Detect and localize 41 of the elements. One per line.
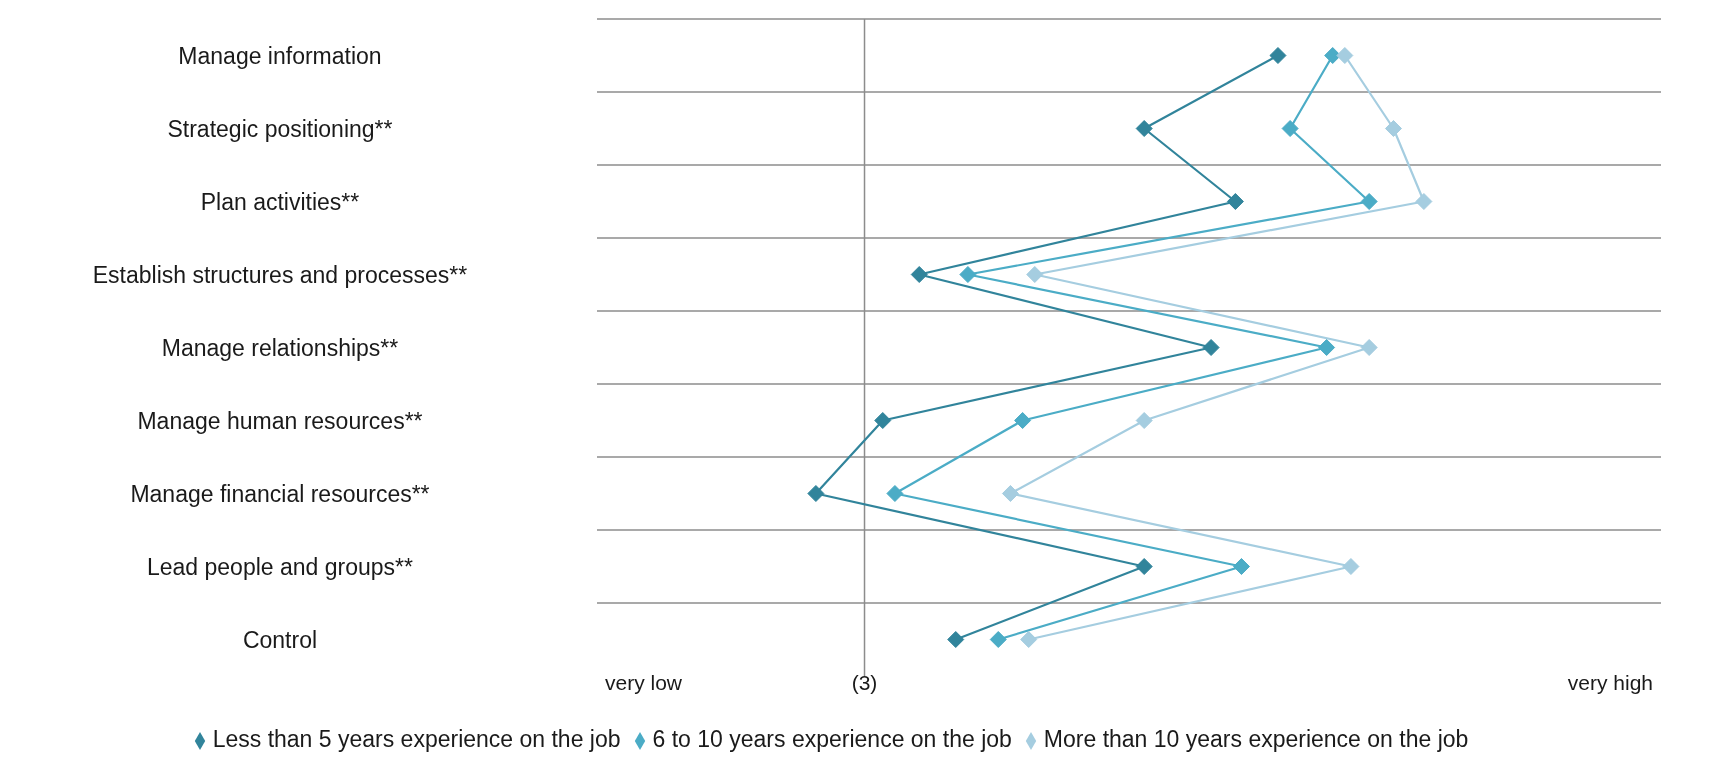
point [807, 485, 825, 502]
point [1014, 412, 1032, 429]
point [947, 631, 965, 648]
point [1026, 266, 1044, 283]
text: very high [1567, 671, 1653, 695]
point [910, 266, 928, 283]
point [1001, 485, 1019, 502]
point [874, 412, 892, 429]
point [1360, 193, 1378, 210]
legend-label: More than 10 years experience on the job [1043, 726, 1469, 752]
y-tick-label: Manage human resources** [137, 407, 423, 434]
point [1226, 193, 1244, 210]
point [1135, 558, 1153, 575]
point [1342, 558, 1360, 575]
point [1281, 120, 1299, 137]
point [1135, 412, 1153, 429]
y-tick-label: Lead people and groups** [146, 553, 414, 580]
point [1269, 47, 1287, 64]
point [989, 631, 1007, 648]
point [1135, 120, 1153, 137]
point [1232, 558, 1250, 575]
point [1415, 193, 1433, 210]
y-tick-label: Manage financial resources** [130, 480, 430, 507]
annotation: (3) [851, 671, 878, 695]
text: very low [605, 671, 683, 695]
legend-label: 6 to 10 years experience on the job [652, 726, 1012, 752]
y-tick-label: Control [242, 626, 318, 653]
y-tick-label: Manage information [178, 42, 382, 69]
point [1020, 631, 1038, 648]
point [1384, 120, 1402, 137]
point [959, 266, 977, 283]
y-tick-label: Plan activities** [200, 188, 360, 215]
point [1318, 339, 1336, 356]
point [886, 485, 904, 502]
point [1202, 339, 1220, 356]
legend-label: Less than 5 years experience on the job [212, 726, 621, 752]
y-tick-label: Strategic positioning** [167, 115, 393, 142]
point [1336, 47, 1354, 64]
y-tick-label: Establish structures and processes** [92, 261, 468, 288]
point [1360, 339, 1378, 356]
y-tick-label: Manage relationships** [161, 334, 399, 361]
